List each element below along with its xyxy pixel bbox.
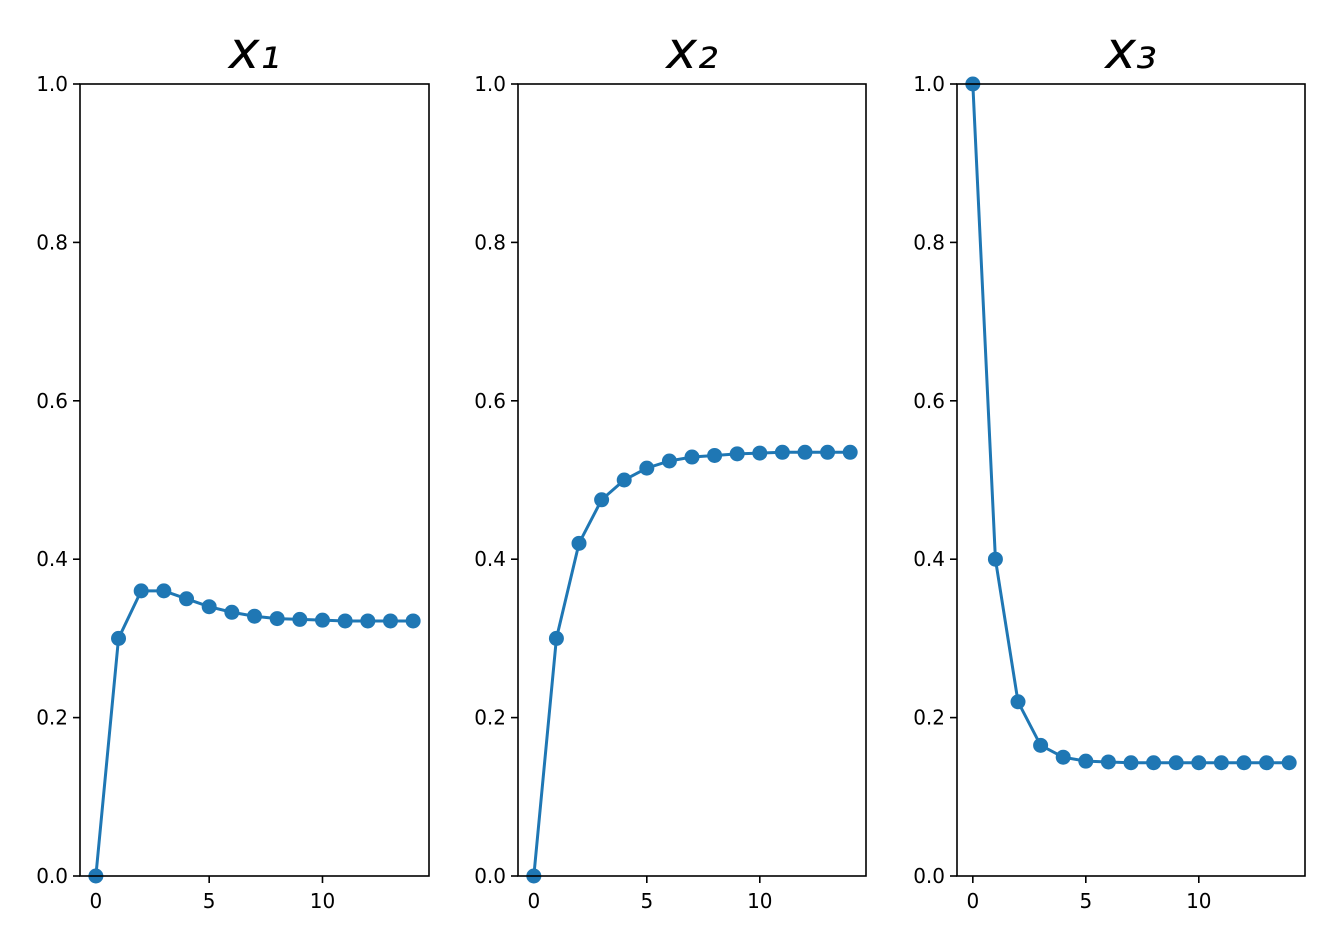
marker xyxy=(111,630,127,646)
x-tick-label: 5 xyxy=(640,889,653,913)
marker xyxy=(820,444,836,460)
marker xyxy=(133,583,149,599)
marker xyxy=(224,604,240,620)
y-tick-label: 0.4 xyxy=(474,547,506,571)
marker xyxy=(1123,755,1139,771)
x-tick-label: 5 xyxy=(1079,889,1092,913)
axes-frame xyxy=(956,83,1306,877)
marker xyxy=(1259,755,1275,771)
marker xyxy=(774,444,790,460)
x-tick-label: 0 xyxy=(966,889,979,913)
marker xyxy=(1100,754,1116,770)
marker xyxy=(1010,694,1026,710)
y-tick-label: 0.8 xyxy=(474,230,506,254)
x-tick-label: 10 xyxy=(1186,889,1211,913)
marker xyxy=(571,535,587,551)
marker xyxy=(292,611,308,627)
x-tick-label: 10 xyxy=(747,889,772,913)
y-tick-label: 0.8 xyxy=(36,230,68,254)
subplot: x₃ 0.0 0.2 0.4 0.6 0.8 1.0 0 5 10 xyxy=(913,21,1306,913)
marker xyxy=(797,444,813,460)
y-tick-label: 0.4 xyxy=(913,547,945,571)
marker xyxy=(405,613,421,629)
y-tick-label: 0.0 xyxy=(474,864,506,888)
subplot-title: x₂ xyxy=(664,21,718,81)
marker xyxy=(382,613,398,629)
marker xyxy=(1191,755,1207,771)
line xyxy=(94,589,414,877)
marker xyxy=(337,613,353,629)
marker xyxy=(1168,755,1184,771)
line xyxy=(971,83,1290,765)
subplot-title: x₃ xyxy=(1103,21,1157,81)
subplot: x₂ 0.0 0.2 0.4 0.6 0.8 1.0 0 5 10 xyxy=(474,21,867,913)
marker xyxy=(684,449,700,465)
marker xyxy=(752,445,768,461)
marker xyxy=(594,492,610,508)
marker xyxy=(1281,755,1297,771)
marker xyxy=(360,613,376,629)
line xyxy=(532,450,851,877)
y-tick-label: 1.0 xyxy=(474,72,506,96)
marker xyxy=(156,583,172,599)
y-tick-label: 0.2 xyxy=(474,706,506,730)
marker xyxy=(1033,737,1049,753)
y-tick-label: 0.8 xyxy=(913,230,945,254)
marker xyxy=(616,472,632,488)
marker xyxy=(548,630,564,646)
marker xyxy=(729,446,745,462)
subplot-title: x₁ xyxy=(227,21,281,81)
y-tick-label: 0.6 xyxy=(474,389,506,413)
axes-frame xyxy=(79,83,430,877)
x-tick-label: 10 xyxy=(310,889,335,913)
marker xyxy=(314,612,330,628)
y-tick-label: 0.4 xyxy=(36,547,68,571)
y-tick-label: 0.2 xyxy=(36,706,68,730)
marker xyxy=(269,611,285,627)
y-tick-label: 0.6 xyxy=(36,389,68,413)
marker xyxy=(1055,749,1071,765)
y-tick-label: 1.0 xyxy=(36,72,68,96)
y-tick-label: 0.6 xyxy=(913,389,945,413)
marker xyxy=(987,551,1003,567)
marker xyxy=(1146,755,1162,771)
marker xyxy=(842,444,858,460)
marker xyxy=(1236,755,1252,771)
y-tick-label: 1.0 xyxy=(913,72,945,96)
marker xyxy=(179,591,195,607)
x-tick-label: 0 xyxy=(89,889,102,913)
subplot: x₁ 0.0 0.2 0.4 0.6 0.8 1.0 0 5 10 xyxy=(36,21,430,913)
axes-frame xyxy=(517,83,867,877)
x-tick-label: 0 xyxy=(527,889,540,913)
y-tick-label: 0.0 xyxy=(913,864,945,888)
marker xyxy=(661,453,677,469)
y-tick-label: 0.0 xyxy=(36,864,68,888)
y-tick-label: 0.2 xyxy=(913,706,945,730)
x-tick-label: 5 xyxy=(203,889,216,913)
marker xyxy=(707,447,723,463)
marker xyxy=(639,460,655,476)
marker xyxy=(201,599,217,615)
marker xyxy=(1078,753,1094,769)
marker xyxy=(247,608,262,624)
marker xyxy=(1213,755,1229,771)
